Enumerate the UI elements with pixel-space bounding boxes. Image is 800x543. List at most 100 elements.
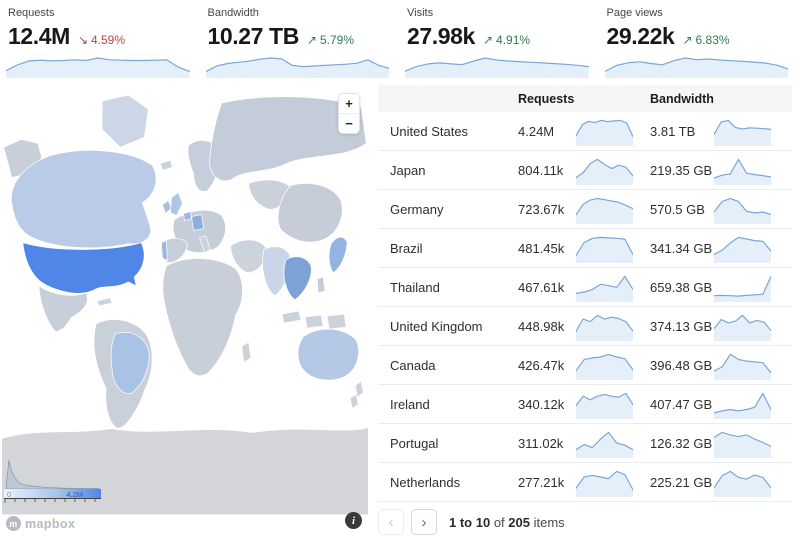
map-region-portugal (161, 240, 168, 262)
requests-value: 481.45k (518, 240, 565, 256)
country-name: Thailand (390, 279, 440, 295)
table-row[interactable]: Japan 804.11k 219.35 GB (378, 151, 792, 190)
requests-sparkline (576, 233, 650, 263)
map-region-caribbean (96, 297, 113, 307)
map-region-philippines (316, 276, 326, 294)
bandwidth-value: 225.21 GB (650, 474, 713, 490)
map-region-thailand (283, 256, 312, 301)
requests-value: 311.02k (518, 435, 564, 451)
bandwidth-sparkline (714, 467, 792, 497)
stat-delta: ↗ 4.91% (483, 33, 530, 47)
stat-value-row: 10.27 TB ↗ 5.79% (208, 23, 390, 50)
table-row[interactable]: United Kingdom 448.98k 374.13 GB (378, 307, 792, 346)
table-row[interactable]: Portugal 311.02k 126.32 GB (378, 424, 792, 463)
stat-sparkline (6, 54, 190, 78)
stat-delta: ↗ 5.79% (307, 33, 354, 47)
map-region-new-zealand-north (354, 380, 364, 399)
main-content: + − 0 4.2M (0, 85, 800, 538)
stat-label: Visits (407, 7, 434, 19)
pagination-of-label: of (493, 514, 505, 530)
country-name: Ireland (390, 396, 430, 412)
requests-sparkline (576, 272, 650, 302)
table-row[interactable]: Thailand 467.61k 659.38 GB (378, 268, 792, 307)
bandwidth-sparkline (714, 350, 792, 380)
map-region-russia (209, 96, 367, 181)
country-name: Brazil (390, 240, 423, 256)
map-zoom-in-button[interactable]: + (339, 94, 359, 113)
map-region-united-kingdom (170, 191, 183, 217)
map-region-netherlands (183, 211, 192, 222)
previous-page-button[interactable]: ‹ (378, 509, 404, 535)
world-map-panel[interactable]: + − 0 4.2M (0, 85, 370, 537)
legend-min-label: 0 (7, 489, 12, 499)
column-header-requests: Requests (518, 91, 575, 106)
map-region-indonesia-east (304, 314, 324, 329)
bandwidth-sparkline (714, 428, 792, 458)
trend-up-icon: ↗ (482, 33, 494, 47)
map-region-new-guinea (326, 313, 347, 330)
stat-label: Page views (606, 7, 663, 19)
bandwidth-value: 341.34 GB (650, 240, 713, 256)
map-region-brazil (110, 332, 150, 394)
bandwidth-value: 407.47 GB (650, 396, 713, 412)
pagination-items-label: items (533, 514, 565, 530)
map-region-united-states (22, 242, 145, 294)
map-region-canada (10, 149, 157, 249)
map-region-africa (162, 258, 243, 376)
mapbox-icon: m (6, 516, 21, 531)
pagination-total: 205 (508, 514, 530, 530)
requests-value: 426.47k (518, 357, 565, 373)
table-row[interactable]: Canada 426.47k 396.48 GB (378, 346, 792, 385)
map-region-germany (191, 214, 204, 232)
requests-value: 4.24M (518, 123, 555, 139)
legend-max-label: 4.2M (66, 489, 83, 499)
table-row[interactable]: Ireland 340.12k 407.47 GB (378, 385, 792, 424)
table-body: United States 4.24M 3.81 TB Japan 804.11k 219… (378, 112, 792, 502)
stat-delta: ↗ 6.83% (682, 33, 729, 47)
stat-delta-value: 4.59% (91, 33, 126, 47)
pagination-range: 1 to 10 (449, 514, 491, 530)
requests-value: 277.21k (518, 474, 565, 490)
table-row[interactable]: Netherlands 277.21k 225.21 GB (378, 463, 792, 502)
stat-delta: ↘ 4.59% (78, 33, 125, 47)
trend-up-icon: ↗ (682, 33, 693, 47)
map-region-italy (199, 235, 212, 254)
trend-down-icon: ↘ (77, 33, 88, 47)
stat-value: 29.22k (606, 23, 675, 49)
map-region-japan (328, 236, 348, 274)
map-region-iceland (159, 159, 173, 171)
stat-value-row: 29.22k ↗ 6.83% (607, 23, 789, 50)
table-row[interactable]: Brazil 481.45k 341.34 GB (378, 229, 792, 268)
stat-delta-value: 4.91% (496, 33, 531, 47)
map-zoom-out-button[interactable]: − (339, 114, 359, 133)
requests-sparkline (576, 116, 650, 146)
requests-sparkline (576, 194, 650, 224)
requests-value: 723.67k (518, 201, 565, 217)
map-color-legend: 0 4.2M (4, 457, 101, 504)
bandwidth-value: 396.48 GB (650, 357, 713, 373)
table-row[interactable]: United States 4.24M 3.81 TB (378, 112, 792, 151)
map-region-australia (297, 328, 359, 381)
world-choropleth-map[interactable] (0, 85, 370, 537)
bandwidth-value: 570.5 GB (650, 201, 705, 217)
bandwidth-value: 374.13 GB (650, 318, 713, 334)
map-region-china (277, 183, 343, 243)
stat-value-row: 12.4M ↘ 4.59% (8, 23, 190, 50)
next-page-button[interactable]: › (411, 509, 437, 535)
table-row[interactable]: Germany 723.67k 570.5 GB (378, 190, 792, 229)
map-info-button[interactable]: i (345, 512, 362, 529)
country-name: Germany (390, 201, 444, 217)
bandwidth-sparkline (714, 194, 792, 224)
bandwidth-value: 126.32 GB (650, 435, 713, 451)
stat-value: 27.98k (407, 23, 475, 49)
country-name: Netherlands (390, 474, 461, 490)
map-region-madagascar (241, 341, 252, 363)
requests-value: 448.98k (518, 318, 565, 334)
bandwidth-sparkline (714, 389, 792, 419)
requests-sparkline (576, 428, 650, 458)
stat-card-requests: Requests 12.4M ↘ 4.59% (6, 5, 190, 84)
legend-tick-ruler (4, 498, 101, 503)
mapbox-attribution-logo[interactable]: m mapbox (6, 516, 75, 531)
requests-value: 804.11k (518, 162, 564, 178)
